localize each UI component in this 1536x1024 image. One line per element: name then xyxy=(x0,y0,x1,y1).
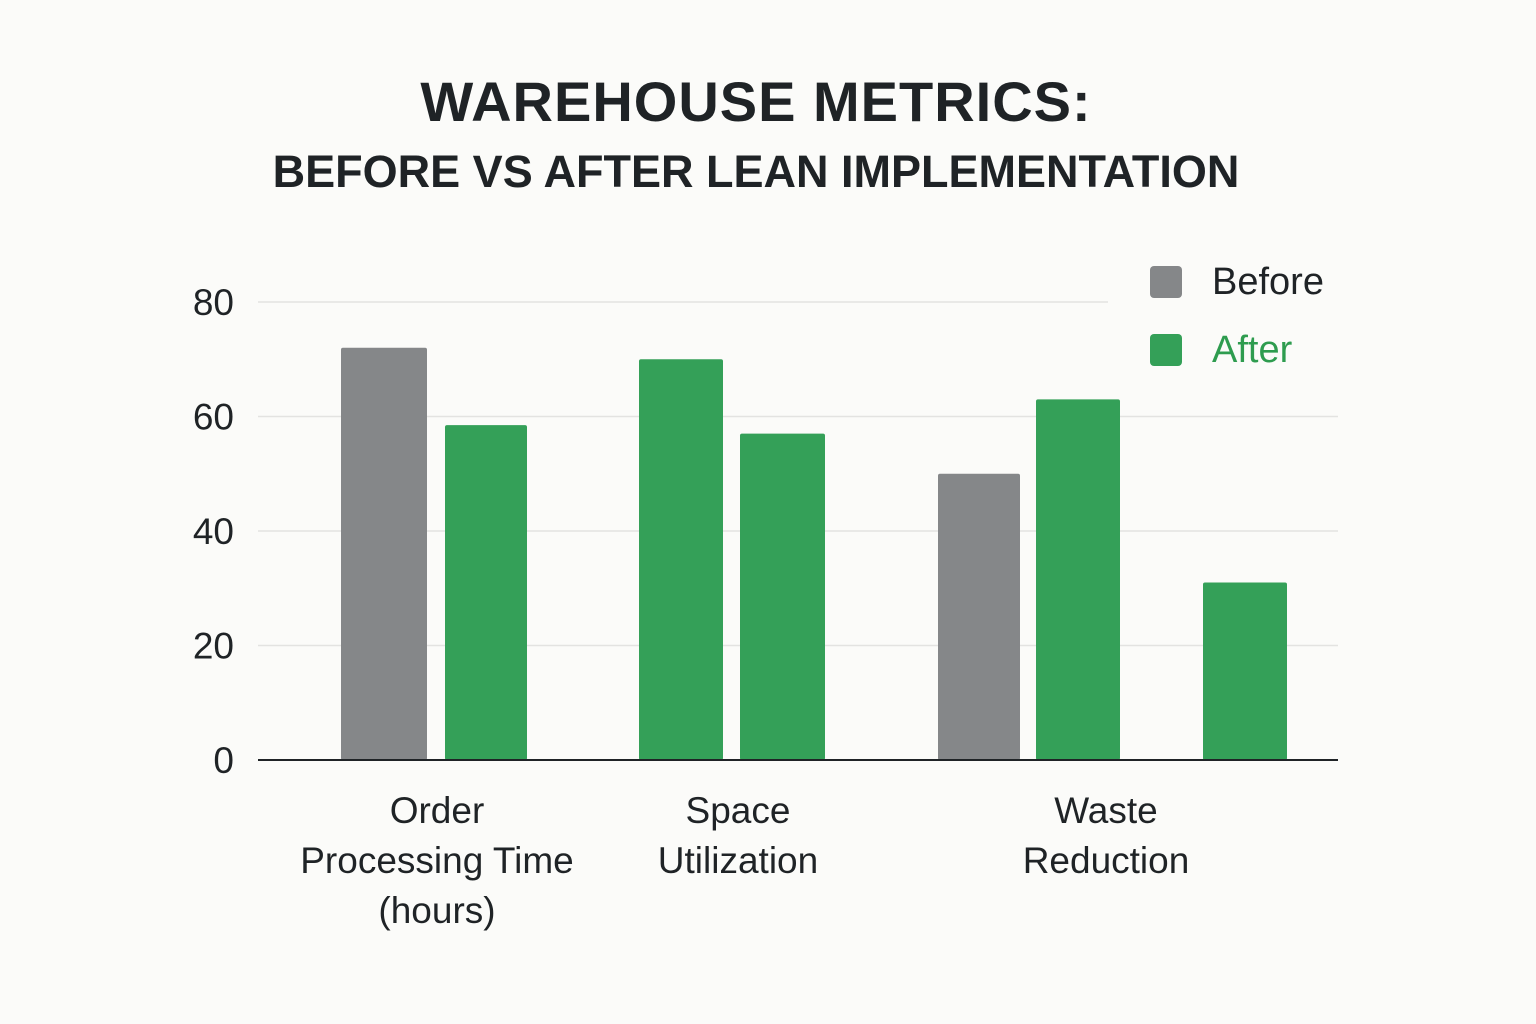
bar-6 xyxy=(1203,582,1287,760)
x-tick-label-1-0: Space xyxy=(686,790,791,831)
y-tick-label-20: 20 xyxy=(193,626,234,667)
chart-title-block: WAREHOUSE METRICS: BEFORE VS AFTER LEAN … xyxy=(0,66,1512,202)
x-tick-label-0-0: Order xyxy=(390,790,485,831)
bar-0 xyxy=(341,347,427,760)
bar-4 xyxy=(938,473,1020,760)
x-tick-label-0-2: (hours) xyxy=(378,890,495,931)
bar-2 xyxy=(639,359,723,760)
y-tick-label-60: 60 xyxy=(193,397,234,438)
legend-item-after: After xyxy=(1150,326,1324,374)
x-tick-label-1-1: Utilization xyxy=(658,840,818,881)
bar-1 xyxy=(445,425,527,760)
bar-5 xyxy=(1036,399,1120,760)
legend: Before After xyxy=(1150,258,1324,394)
legend-item-before: Before xyxy=(1150,258,1324,306)
x-tick-label-0-1: Processing Time xyxy=(300,840,574,881)
legend-label-after: After xyxy=(1212,328,1293,371)
y-tick-label-0: 0 xyxy=(213,740,234,781)
x-tick-label-2-0: Waste xyxy=(1054,790,1157,831)
y-tick-label-40: 40 xyxy=(193,511,234,552)
chart-subtitle: BEFORE VS AFTER LEAN IMPLEMENTATION xyxy=(272,146,1240,197)
y-tick-label-80: 80 xyxy=(193,282,234,323)
legend-label-before: Before xyxy=(1212,260,1324,303)
bar-3 xyxy=(740,433,825,760)
x-tick-label-2-1: Reduction xyxy=(1023,840,1190,881)
legend-swatch-before xyxy=(1150,266,1182,298)
chart-title: WAREHOUSE METRICS: xyxy=(420,70,1092,133)
legend-swatch-after xyxy=(1150,334,1182,366)
